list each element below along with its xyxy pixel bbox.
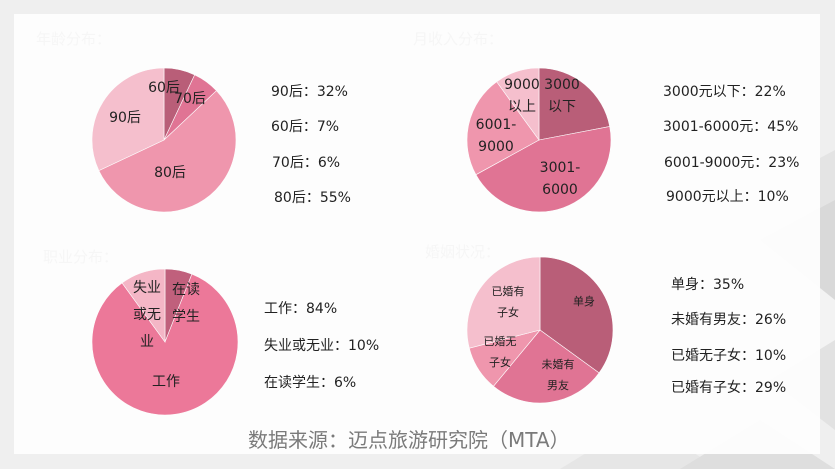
pie-slice-label: 以下	[548, 99, 576, 115]
data-source-caption: 数据来源：迈点旅游研究院（MTA）	[248, 428, 570, 452]
pie-slice-label: 未婚有	[542, 357, 575, 371]
occupation-legend-item: 失业或无业：10%	[264, 338, 380, 354]
pie-slice	[466, 256, 541, 349]
income-legend-item: 3000元以下：22%	[663, 84, 786, 100]
pie-slice	[538, 67, 611, 141]
pie-slice-label: 工作	[152, 374, 180, 390]
age-legend-item: 60后：7%	[271, 119, 340, 135]
pie-slice-label: 70后	[174, 91, 206, 107]
pie-slice-label: 已婚有	[492, 284, 525, 298]
pie-slice-label: 60后	[148, 80, 180, 96]
pie-slice-label: 子女	[489, 355, 511, 369]
pie-slice	[91, 67, 165, 172]
pie-slice-label: 3001-	[540, 160, 581, 176]
pie-slice	[496, 67, 540, 141]
pie-slice	[121, 268, 166, 343]
age-legend-item: 80后：55%	[274, 190, 351, 206]
pie-slice	[98, 90, 237, 213]
pie-slice-label: 在读	[172, 281, 200, 298]
pie-slice-label: 6001-	[476, 117, 517, 133]
pie-slice	[475, 126, 612, 213]
income-legend-item: 9000元以上：10%	[666, 189, 789, 205]
pie-slice	[493, 329, 600, 404]
pie-slice-label: 业	[140, 334, 154, 350]
pie-slice	[466, 81, 540, 176]
occupation-legend-item: 在读学生：6%	[264, 375, 357, 391]
pie-slice-label: 3000	[544, 77, 580, 93]
pie-slice-label: 9000	[478, 139, 514, 155]
pie-slice-label: 子女	[497, 305, 519, 319]
pie-slice-label: 男友	[547, 378, 569, 392]
pie-slice-label: 学生	[172, 309, 200, 325]
pie-slice	[91, 273, 239, 416]
age-legend-item: 90后：32%	[271, 84, 348, 100]
pie-slice-label: 或无	[133, 307, 161, 323]
pie-slice-label: 失业	[133, 280, 161, 296]
marital-legend-item: 单身：35%	[671, 277, 745, 293]
income-legend-item: 3001-6000元：45%	[663, 119, 799, 135]
pie-slice-label: 以上	[508, 99, 536, 115]
pie-slice-label: 80后	[154, 165, 186, 181]
pie-slice-label: 单身	[573, 294, 595, 308]
age-legend-item: 70后：6%	[272, 155, 341, 171]
marital-legend-item: 已婚无子女：10%	[671, 348, 787, 364]
pie-slice-label: 90后	[109, 110, 141, 126]
occupation-legend-item: 工作：84%	[264, 301, 338, 317]
pie-slice	[539, 256, 614, 374]
income-legend-item: 6001-9000元：23%	[664, 155, 800, 171]
marital-legend-item: 未婚有男友：26%	[671, 312, 787, 328]
marital-legend-item: 已婚有子女：29%	[671, 380, 787, 396]
pie-slice-label: 6000	[542, 182, 578, 198]
pie-slice-label: 已婚无	[484, 334, 517, 348]
pie-slice-label: 9000	[504, 77, 540, 93]
